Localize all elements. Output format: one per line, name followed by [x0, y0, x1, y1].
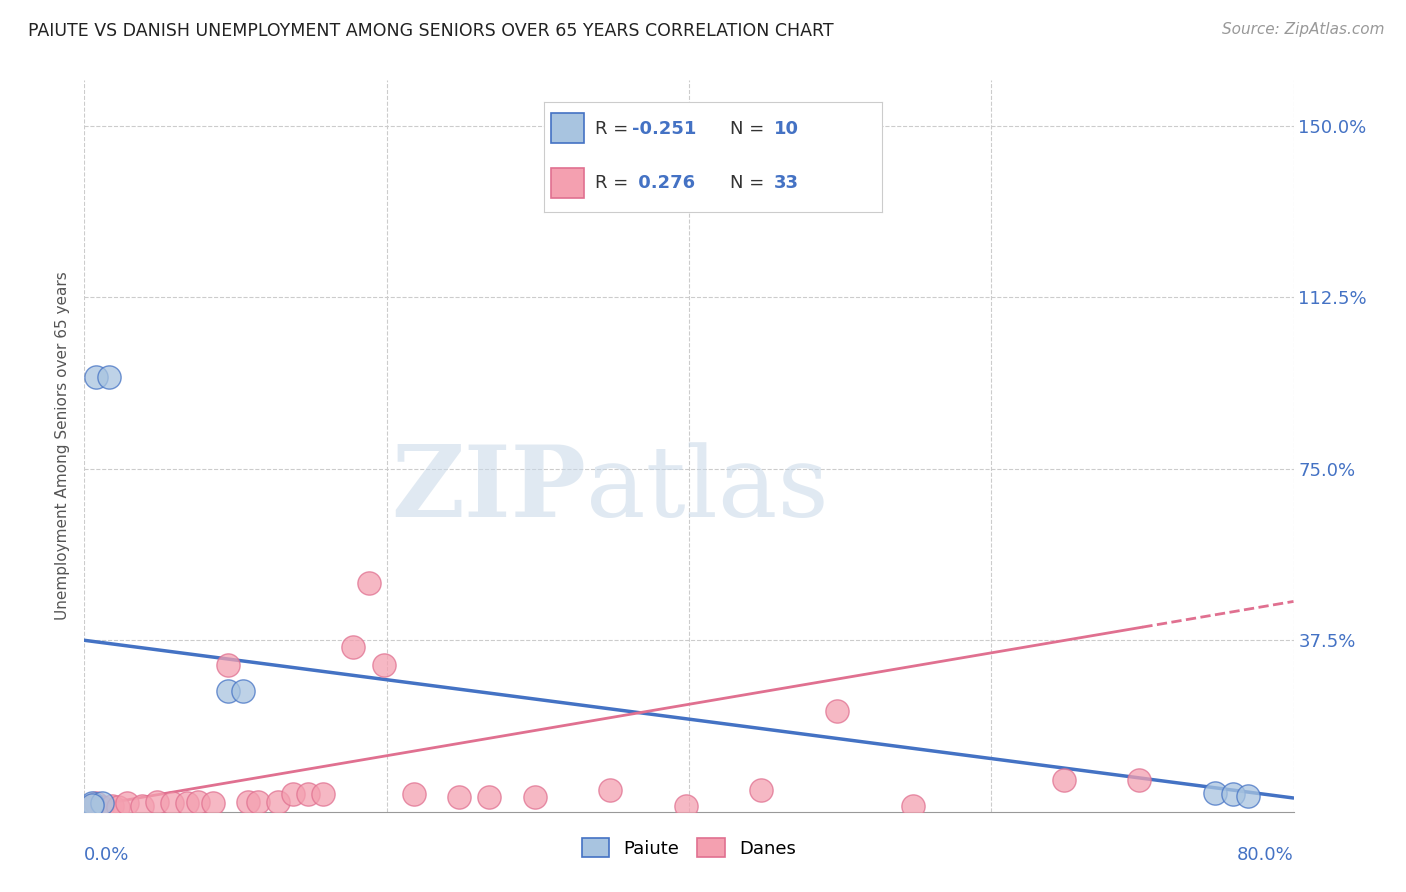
Point	[176, 797, 198, 811]
Point	[1128, 772, 1150, 787]
Y-axis label: Unemployment Among Seniors over 65 years: Unemployment Among Seniors over 65 years	[55, 272, 70, 620]
Point	[267, 795, 290, 809]
Point	[751, 782, 773, 797]
Text: Source: ZipAtlas.com: Source: ZipAtlas.com	[1222, 22, 1385, 37]
Point	[160, 797, 183, 811]
Point	[201, 797, 224, 811]
Point	[901, 798, 924, 813]
Point	[131, 798, 153, 813]
Text: atlas: atlas	[586, 442, 830, 538]
Text: 80.0%: 80.0%	[1237, 846, 1294, 864]
Point	[402, 788, 425, 802]
Point	[247, 795, 270, 809]
Point	[449, 790, 471, 805]
Point	[77, 800, 100, 814]
Point	[146, 795, 169, 809]
Point	[297, 788, 319, 802]
Point	[100, 798, 122, 813]
Point	[1204, 787, 1226, 801]
Point	[187, 795, 209, 809]
Text: ZIP: ZIP	[391, 442, 586, 539]
Point	[217, 683, 239, 698]
Text: PAIUTE VS DANISH UNEMPLOYMENT AMONG SENIORS OVER 65 YEARS CORRELATION CHART: PAIUTE VS DANISH UNEMPLOYMENT AMONG SENI…	[28, 22, 834, 40]
Point	[342, 640, 364, 655]
Point	[217, 658, 239, 673]
Point	[825, 704, 848, 718]
Point	[80, 797, 103, 812]
Point	[675, 798, 697, 813]
Point	[373, 658, 395, 673]
Point	[478, 790, 501, 805]
Point	[91, 800, 114, 814]
Point	[523, 790, 546, 805]
Point	[232, 683, 254, 698]
Point	[97, 370, 120, 384]
Point	[599, 782, 621, 797]
Point	[86, 796, 108, 810]
Point	[1222, 788, 1244, 802]
Point	[115, 797, 138, 811]
Point	[236, 795, 259, 809]
Point	[1053, 772, 1076, 787]
Legend: Paiute, Danes: Paiute, Danes	[575, 831, 803, 865]
Text: 0.0%: 0.0%	[84, 846, 129, 864]
Point	[86, 370, 108, 384]
Point	[80, 796, 103, 810]
Point	[312, 788, 335, 802]
Point	[107, 800, 129, 814]
Point	[281, 788, 304, 802]
Point	[1237, 789, 1260, 803]
Point	[91, 796, 114, 810]
Point	[357, 576, 380, 591]
